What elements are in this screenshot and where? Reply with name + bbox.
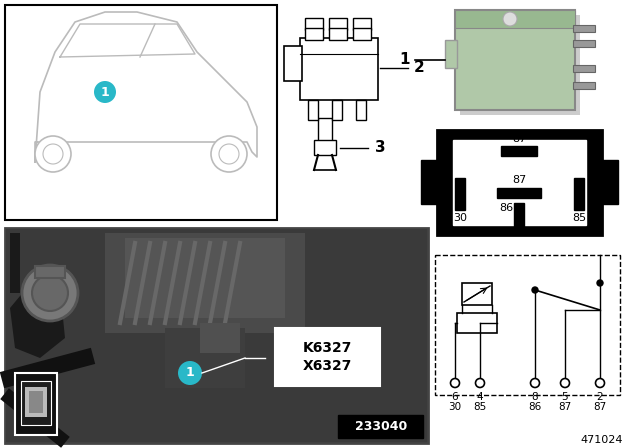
Text: 85: 85 xyxy=(572,213,586,223)
Text: 85: 85 xyxy=(474,402,486,412)
Circle shape xyxy=(531,379,540,388)
Bar xyxy=(10,233,20,293)
Circle shape xyxy=(43,144,63,164)
Bar xyxy=(453,140,586,225)
Bar xyxy=(5,228,428,443)
Bar xyxy=(600,160,618,204)
Bar xyxy=(329,28,347,40)
Bar xyxy=(573,65,595,72)
Bar xyxy=(455,10,575,28)
Text: 87: 87 xyxy=(558,402,572,412)
Bar xyxy=(25,387,47,417)
Bar xyxy=(165,328,245,388)
Bar xyxy=(573,40,595,47)
Bar xyxy=(308,100,318,120)
Text: 4: 4 xyxy=(477,392,483,402)
Bar xyxy=(457,313,497,333)
Circle shape xyxy=(22,265,78,321)
Circle shape xyxy=(561,379,570,388)
Circle shape xyxy=(532,287,538,293)
Text: 5: 5 xyxy=(562,392,568,402)
Text: 2: 2 xyxy=(596,392,604,402)
Bar xyxy=(460,15,580,115)
Circle shape xyxy=(595,379,605,388)
Bar xyxy=(574,178,584,210)
Text: 233040: 233040 xyxy=(355,419,407,432)
Circle shape xyxy=(35,136,71,172)
Text: 87: 87 xyxy=(512,175,526,185)
Bar xyxy=(5,5,277,220)
Circle shape xyxy=(94,81,116,103)
Bar xyxy=(501,146,537,156)
Bar xyxy=(356,100,366,120)
Bar xyxy=(514,203,524,228)
Bar xyxy=(437,130,602,235)
Bar xyxy=(300,38,378,100)
Text: 1: 1 xyxy=(100,86,109,99)
Bar xyxy=(305,18,323,30)
Bar xyxy=(200,323,240,353)
Bar xyxy=(6,229,427,442)
Bar xyxy=(21,381,51,425)
Text: 86: 86 xyxy=(499,203,513,213)
Bar xyxy=(353,28,371,40)
Circle shape xyxy=(597,280,603,286)
Text: 86: 86 xyxy=(529,402,541,412)
Circle shape xyxy=(32,275,68,311)
Text: 30: 30 xyxy=(449,402,461,412)
Text: 471024: 471024 xyxy=(580,435,623,445)
Text: 87: 87 xyxy=(593,402,607,412)
Bar xyxy=(305,28,323,40)
Bar xyxy=(105,233,305,333)
Text: 1: 1 xyxy=(186,366,195,379)
Circle shape xyxy=(451,379,460,388)
Circle shape xyxy=(219,144,239,164)
Text: 3: 3 xyxy=(375,141,386,155)
Text: X6327: X6327 xyxy=(302,359,352,373)
Bar xyxy=(318,118,332,143)
Bar xyxy=(573,25,595,32)
Bar xyxy=(435,255,620,395)
Bar xyxy=(445,40,457,68)
Bar xyxy=(497,188,541,198)
Bar xyxy=(455,10,575,110)
Bar xyxy=(15,373,57,435)
Bar xyxy=(35,266,65,278)
Bar xyxy=(332,100,342,120)
Text: 87: 87 xyxy=(512,134,526,144)
Bar xyxy=(284,46,302,81)
PathPatch shape xyxy=(10,278,65,358)
Text: 1: 1 xyxy=(400,52,410,68)
Text: 2: 2 xyxy=(414,60,425,76)
Text: 6: 6 xyxy=(452,392,458,402)
Bar xyxy=(275,328,380,386)
Bar xyxy=(421,160,439,204)
Circle shape xyxy=(476,379,484,388)
Text: K6327: K6327 xyxy=(302,341,352,355)
Bar xyxy=(125,238,285,318)
Bar xyxy=(314,140,336,155)
Bar xyxy=(29,391,43,413)
Circle shape xyxy=(211,136,247,172)
Circle shape xyxy=(178,361,202,385)
Text: 30: 30 xyxy=(453,213,467,223)
Bar xyxy=(329,18,347,30)
Bar xyxy=(353,18,371,30)
Bar xyxy=(338,415,423,438)
Bar xyxy=(455,178,465,210)
Bar xyxy=(462,283,492,305)
Circle shape xyxy=(503,12,517,26)
Text: 8: 8 xyxy=(532,392,538,402)
Bar xyxy=(573,82,595,89)
